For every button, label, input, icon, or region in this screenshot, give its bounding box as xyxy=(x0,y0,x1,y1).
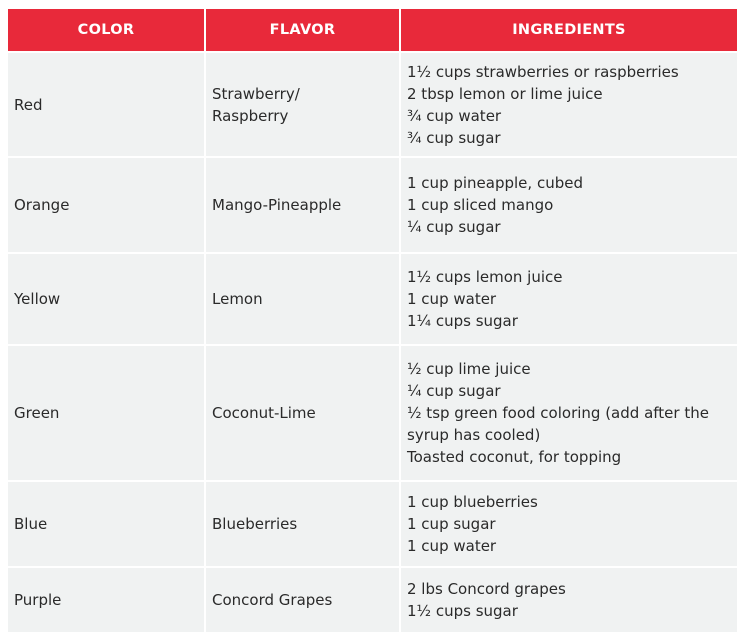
ingredient-line: ½ cup lime juice xyxy=(407,360,531,378)
color-cell: Blue xyxy=(6,480,206,568)
ingredients-cell: ½ cup lime juice ¼ cup sugar ½ tsp green f… xyxy=(399,344,739,482)
header-ingredients: INGREDIENTS xyxy=(399,7,739,53)
ingredient-line: ¼ cup sugar xyxy=(407,218,501,236)
ingredient-line: 1½ cups lemon juice xyxy=(407,268,563,286)
ingredient-line: 1½ cups sugar xyxy=(407,602,518,620)
flavor-cell: Blueberries xyxy=(204,480,401,568)
color-name: Red xyxy=(14,95,43,114)
ingredient-line: 1¼ cups sugar xyxy=(407,312,518,330)
ingredients-cell: 1 cup blueberries 1 cup sugar 1 cup water xyxy=(399,480,739,568)
color-cell: Yellow xyxy=(6,252,206,346)
color-name: Orange xyxy=(14,196,70,214)
ingredient-line: 2 lbs Concord grapes xyxy=(407,580,566,598)
ingredient-line: ¼ cup sugar xyxy=(407,382,501,400)
ingredient-line: 1 cup water xyxy=(407,537,497,555)
ingredient-line: Toasted coconut, for topping xyxy=(407,448,622,466)
flavor-line: Mango-Pineapple xyxy=(212,196,342,214)
flavor-cell: Strawberry/Raspberry xyxy=(204,51,401,158)
ingredient-line: 1 cup water xyxy=(407,290,497,308)
flavor-line: Raspberry xyxy=(212,106,289,125)
color-name: Blue xyxy=(14,515,48,533)
header-flavor: FLAVOR xyxy=(204,7,401,53)
ingredient-line: 1 cup sliced mango xyxy=(407,196,554,214)
header-color: COLOR xyxy=(6,7,206,53)
flavor-cell: Coconut-Lime xyxy=(204,344,401,482)
table-row: Blue Blueberries 1 cup blueberries 1 cup su… xyxy=(6,480,739,568)
color-name: Yellow xyxy=(14,290,61,308)
ingredient-line: 1 cup blueberries xyxy=(407,493,538,511)
ingredient-line: ¾ cup water xyxy=(407,106,502,125)
table-row: Yellow Lemon 1½ cups lemon juice 1 cup wate… xyxy=(6,252,739,346)
flavor-cell: Concord Grapes xyxy=(204,566,401,634)
ingredients-cell: 1½ cups lemon juice 1 cup water 1¼ cups su… xyxy=(399,252,739,346)
ingredient-line: ¾ cup sugar xyxy=(407,128,501,147)
flavor-line: Coconut-Lime xyxy=(212,404,316,422)
ingredient-line: 1 cup pineapple, cubed xyxy=(407,174,583,192)
color-name: Purple xyxy=(14,591,62,609)
color-cell: Purple xyxy=(6,566,206,634)
ingredient-line: 1 cup sugar xyxy=(407,515,496,533)
ingredient-line: ½ tsp green food coloring (add after the xyxy=(407,404,709,422)
table-row: Purple Concord Grapes 2 lbs Concord grapes… xyxy=(6,566,739,634)
color-cell: Orange xyxy=(6,156,206,254)
popsicle-syrup-table: COLOR FLAVOR INGREDIENTS Red Strawberry/R… xyxy=(6,7,739,634)
ingredient-line: syrup has cooled) xyxy=(407,426,541,444)
flavor-cell: Mango-Pineapple xyxy=(204,156,401,254)
color-cell: Green xyxy=(6,344,206,482)
flavor-line: Lemon xyxy=(212,290,263,308)
flavor-cell: Lemon xyxy=(204,252,401,346)
header-row: COLOR FLAVOR INGREDIENTS xyxy=(6,7,739,53)
ingredients-cell: 1½ cups strawberries or raspberries 2 tbs… xyxy=(399,51,739,158)
flavor-line: Strawberry/ xyxy=(212,84,300,103)
ingredients-cell: 1 cup pineapple, cubed 1 cup sliced mango… xyxy=(399,156,739,254)
table-row: Orange Mango-Pineapple 1 cup pineapple, cu… xyxy=(6,156,739,254)
ingredient-line: 2 tbsp lemon or lime juice xyxy=(407,84,603,103)
ingredients-cell: 2 lbs Concord grapes 1½ cups sugar xyxy=(399,566,739,634)
table-row: Red Strawberry/Raspberry 1½ cups strawberr… xyxy=(6,51,739,158)
flavor-line: Concord Grapes xyxy=(212,591,333,609)
color-cell: Red xyxy=(6,51,206,158)
color-name: Green xyxy=(14,404,60,422)
table-row: Green Coconut-Lime ½ cup lime juice ¼ cup s… xyxy=(6,344,739,482)
flavor-line: Blueberries xyxy=(212,515,298,533)
ingredient-line: 1½ cups strawberries or raspberries xyxy=(407,62,679,81)
